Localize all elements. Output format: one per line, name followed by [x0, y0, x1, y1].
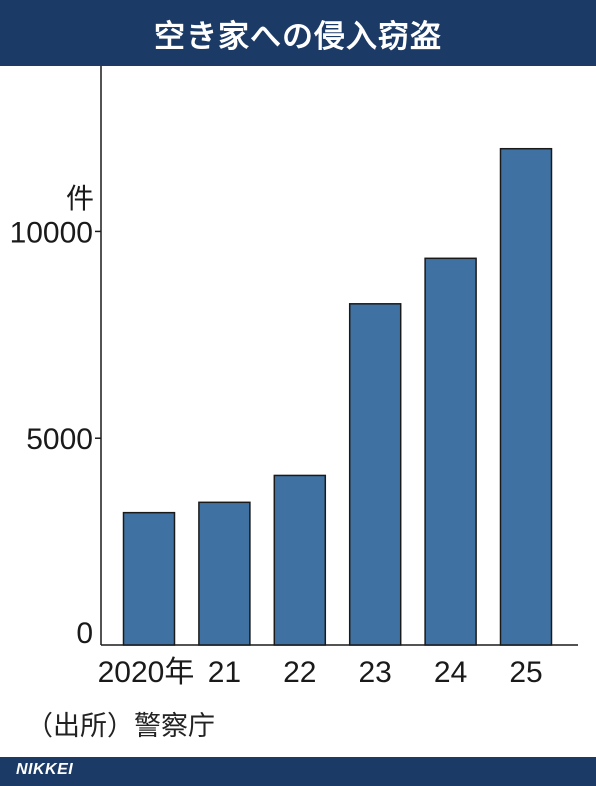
bar	[198, 501, 251, 646]
x-tick-label: 23	[359, 656, 392, 689]
bar-chart: 件 0 5000 10000 2020年 21 22 23 24 25	[10, 66, 578, 689]
source-note: （出所）警察庁	[26, 711, 215, 742]
y-tick-label: 5000	[26, 423, 93, 456]
x-tick-label: 24	[434, 656, 467, 689]
y-tick-label: 0	[76, 617, 93, 650]
bar	[273, 474, 327, 646]
y-tick-label: 10000	[10, 216, 93, 249]
y-axis-unit-label: 件	[66, 182, 94, 215]
nikkei-logo: NIKKEI	[16, 761, 74, 778]
chart-title-banner: 空き家への侵入窃盗	[0, 0, 596, 66]
footer-bar: NIKKEI	[0, 757, 596, 786]
bar	[499, 147, 553, 646]
bar	[122, 511, 176, 646]
x-tick-label: 25	[509, 656, 542, 689]
x-tick-label: 2020年	[98, 656, 195, 689]
bar	[424, 257, 477, 646]
x-tick-label: 21	[208, 656, 241, 689]
bar	[348, 303, 402, 646]
chart-title: 空き家への侵入窃盗	[154, 18, 442, 55]
x-tick-label: 22	[283, 656, 316, 689]
